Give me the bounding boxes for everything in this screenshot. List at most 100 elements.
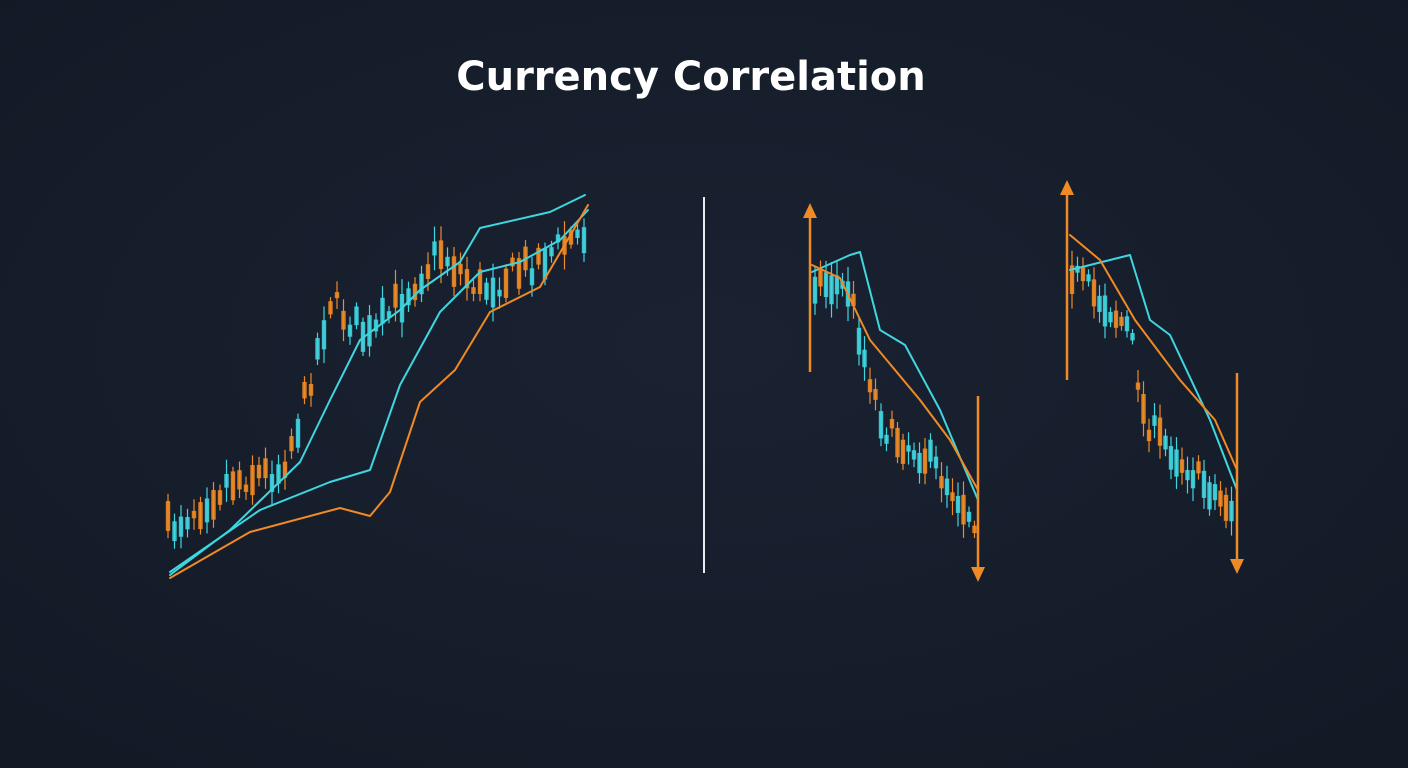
candle-body (950, 492, 955, 502)
candle-body (884, 434, 889, 444)
candle-body (471, 287, 476, 294)
candle-body (944, 478, 950, 496)
candle-body (878, 411, 884, 439)
candle-body (900, 439, 906, 464)
candle-body (889, 418, 895, 429)
candle-body (165, 501, 171, 531)
candle-body (380, 297, 385, 324)
candle-body (542, 248, 548, 280)
candle-body (1080, 266, 1086, 282)
candle-body (503, 268, 509, 298)
candle-body (289, 436, 294, 452)
candle-body (829, 275, 834, 305)
candle-body (1157, 417, 1163, 446)
candle-body (939, 476, 944, 489)
candle-body (302, 381, 307, 399)
candle-body (464, 269, 470, 289)
candle-body (1102, 295, 1108, 327)
candle-body (961, 494, 966, 525)
candle-body (1069, 265, 1075, 295)
candle-body (406, 288, 411, 306)
candle-body (1091, 279, 1097, 307)
candle-body (851, 293, 856, 306)
candle-body (834, 275, 840, 295)
candle-body (224, 473, 229, 488)
candle-body (354, 306, 359, 326)
candle-body (1130, 333, 1135, 341)
candle-body (315, 338, 320, 360)
candle-body (823, 272, 829, 298)
candle-body (516, 258, 522, 289)
candle-body (928, 439, 933, 462)
candle-body (172, 521, 177, 542)
candle-body (581, 227, 587, 254)
candlesticks (165, 218, 1234, 549)
candle-body (412, 283, 418, 301)
candle-body (1075, 265, 1080, 273)
candle-body (191, 510, 197, 519)
candle-body (386, 311, 392, 319)
candle-body (1196, 461, 1201, 474)
candle-body (217, 490, 223, 505)
candle-body (1201, 470, 1207, 498)
cyan-line (1069, 254, 1238, 491)
candle-body (308, 384, 314, 396)
candle-body (373, 319, 379, 332)
candle-body (393, 283, 398, 308)
orange-line (811, 264, 979, 491)
candle-body (862, 349, 867, 368)
candle-body (243, 484, 249, 492)
candle-body (347, 324, 353, 337)
candle-body (1108, 311, 1113, 323)
cyan-line (169, 209, 589, 573)
candle-body (1185, 469, 1190, 481)
candle-body (1097, 295, 1102, 312)
candle-body (445, 256, 450, 267)
candle-body (1229, 500, 1234, 522)
candle-body (529, 268, 535, 286)
candle-body (555, 234, 561, 243)
arrow-head (1230, 559, 1244, 574)
candle-body (818, 269, 823, 287)
candle-body (367, 315, 372, 347)
candle-body (341, 310, 346, 330)
candle-body (432, 241, 437, 256)
cyan-line (811, 251, 979, 501)
candle-body (438, 240, 444, 270)
candle-body (178, 516, 184, 537)
candle-body (1190, 470, 1196, 489)
candle-body (484, 282, 489, 300)
candle-body (250, 465, 255, 496)
candle-body (237, 470, 242, 490)
candle-body (328, 301, 333, 315)
candle-body (211, 490, 216, 520)
candle-body (269, 474, 275, 492)
candle-body (1174, 449, 1179, 477)
arrow-head (1060, 180, 1074, 195)
cyan-line (169, 194, 586, 576)
arrow-head (971, 567, 985, 582)
orange-line (1069, 234, 1238, 471)
candle-body (568, 230, 574, 245)
candle-body (536, 247, 541, 265)
candle-body (933, 456, 939, 469)
candle-body (812, 276, 818, 304)
candle-body (1152, 415, 1157, 426)
candle-body (1163, 435, 1168, 450)
candle-body (1135, 382, 1141, 390)
candle-body (1119, 316, 1124, 326)
candle-body (1146, 429, 1152, 442)
candle-body (1212, 484, 1218, 501)
candle-body (922, 448, 928, 474)
candle-body (185, 516, 190, 530)
candle-body (867, 379, 873, 393)
candle-body (477, 269, 483, 295)
candle-body (917, 452, 922, 474)
candle-body (334, 292, 340, 299)
candle-body (895, 427, 900, 458)
candle-body (955, 495, 961, 513)
candle-body (282, 461, 288, 478)
candle-body (549, 247, 554, 257)
candle-body (972, 525, 977, 534)
candle-body (1223, 494, 1229, 521)
